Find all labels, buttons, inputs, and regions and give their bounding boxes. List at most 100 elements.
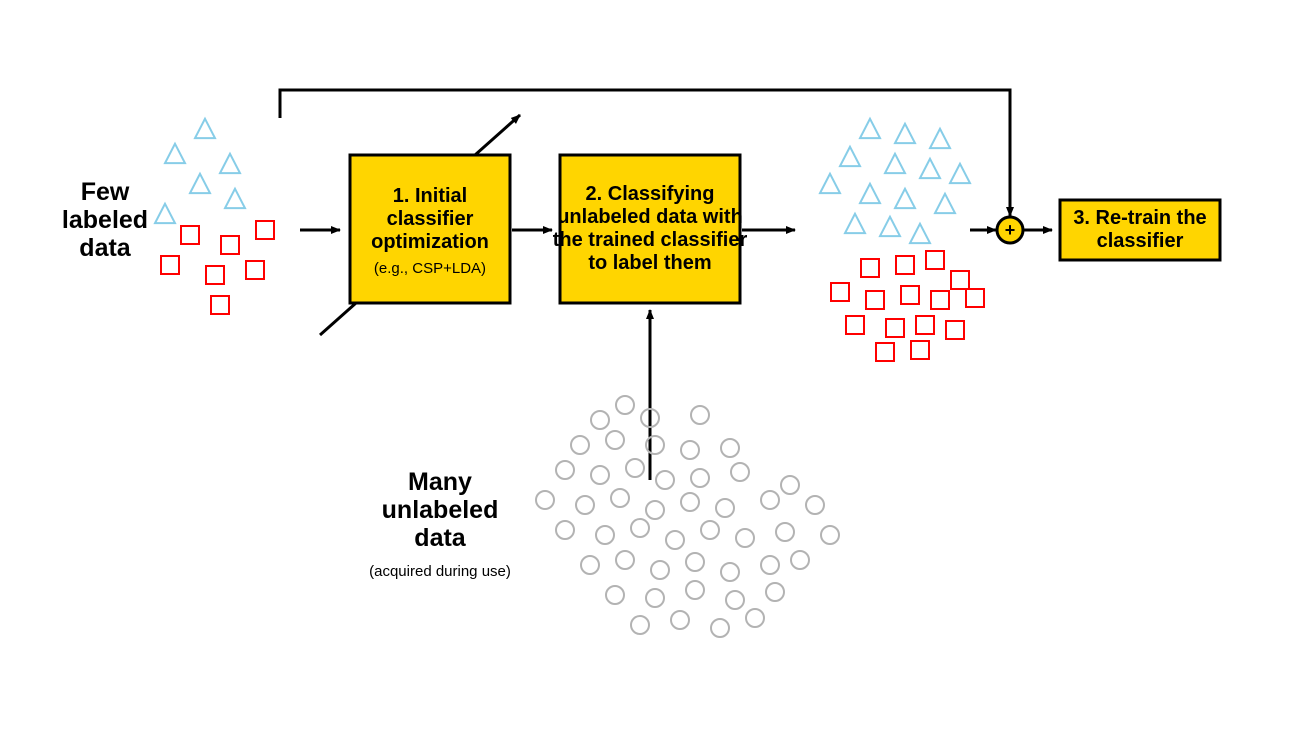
triangle-marker — [950, 164, 970, 183]
circle-marker — [716, 499, 734, 517]
circle-marker — [731, 463, 749, 481]
square-marker — [866, 291, 884, 309]
box-b3-line1: classifier — [1097, 230, 1184, 252]
circle-marker — [646, 589, 664, 607]
triangle-marker — [910, 224, 930, 243]
square-marker — [951, 271, 969, 289]
triangle-marker — [935, 194, 955, 213]
square-marker — [916, 316, 934, 334]
square-marker — [926, 251, 944, 269]
circle-marker — [596, 526, 614, 544]
circle-marker — [606, 431, 624, 449]
circle-marker — [576, 496, 594, 514]
box-b1-sub: (e.g., CSP+LDA) — [374, 260, 486, 277]
circle-marker — [651, 561, 669, 579]
label-few-line1: labeled — [62, 206, 148, 234]
circle-marker — [681, 441, 699, 459]
box-b2-line2: the trained classifier — [553, 229, 748, 251]
square-marker — [966, 289, 984, 307]
circle-marker — [726, 591, 744, 609]
circle-marker — [736, 529, 754, 547]
label-many-line1: unlabeled — [382, 496, 499, 524]
triangle-marker — [195, 119, 215, 138]
circle-marker — [671, 611, 689, 629]
label-few: Fewlabeleddata — [62, 178, 148, 262]
circle-marker — [691, 469, 709, 487]
circle-marker — [711, 619, 729, 637]
label-few-line2: data — [79, 234, 132, 262]
label-many-line0: Many — [408, 468, 472, 496]
circle-marker — [776, 523, 794, 541]
circle-marker — [766, 583, 784, 601]
circle-marker — [701, 521, 719, 539]
square-marker — [221, 236, 239, 254]
triangle-marker — [920, 159, 940, 178]
circle-marker — [721, 563, 739, 581]
square-marker — [931, 291, 949, 309]
triangle-marker — [225, 189, 245, 208]
few-labeled-cluster — [155, 119, 274, 314]
circle-marker — [631, 616, 649, 634]
label-many-sub: (acquired during use) — [369, 563, 511, 580]
square-marker — [861, 259, 879, 277]
box-b3: 3. Re-train theclassifier — [1060, 200, 1220, 260]
circle-marker — [611, 489, 629, 507]
circle-marker — [761, 491, 779, 509]
square-marker — [831, 283, 849, 301]
square-marker — [901, 286, 919, 304]
circle-marker — [626, 459, 644, 477]
combine-node: + — [997, 217, 1023, 243]
triangle-marker — [895, 189, 915, 208]
square-marker — [886, 319, 904, 337]
triangle-marker — [860, 184, 880, 203]
square-marker — [896, 256, 914, 274]
square-marker — [876, 343, 894, 361]
box-b3-line0: 3. Re-train the — [1073, 207, 1206, 229]
square-marker — [846, 316, 864, 334]
triangle-marker — [845, 214, 865, 233]
square-marker — [911, 341, 929, 359]
triangle-marker — [165, 144, 185, 163]
square-marker — [161, 256, 179, 274]
triangle-marker — [880, 217, 900, 236]
triangle-marker — [190, 174, 210, 193]
triangle-marker — [860, 119, 880, 138]
diagram-canvas: 1. Initialclassifieroptimization(e.g., C… — [0, 0, 1300, 750]
square-marker — [946, 321, 964, 339]
box-b1: 1. Initialclassifieroptimization(e.g., C… — [350, 155, 510, 303]
label-many-line2: data — [414, 524, 467, 552]
triangle-marker — [885, 154, 905, 173]
circle-marker — [781, 476, 799, 494]
circle-marker — [616, 551, 634, 569]
triangle-marker — [220, 154, 240, 173]
label-few-line0: Few — [81, 178, 130, 206]
circle-marker — [681, 493, 699, 511]
circle-marker — [746, 609, 764, 627]
circle-marker — [556, 521, 574, 539]
square-marker — [211, 296, 229, 314]
box-b2: 2. Classifyingunlabeled data withthe tra… — [553, 155, 748, 303]
box-b2-line1: unlabeled data with — [557, 206, 743, 228]
circle-marker — [691, 406, 709, 424]
triangle-marker — [840, 147, 860, 166]
triangle-marker — [820, 174, 840, 193]
box-b2-line3: to label them — [588, 252, 711, 274]
circle-marker — [646, 501, 664, 519]
circle-marker — [591, 466, 609, 484]
triangle-marker — [930, 129, 950, 148]
circle-marker — [806, 496, 824, 514]
circle-marker — [581, 556, 599, 574]
circle-marker — [821, 526, 839, 544]
circle-marker — [571, 436, 589, 454]
circle-marker — [606, 586, 624, 604]
circle-marker — [686, 581, 704, 599]
square-marker — [246, 261, 264, 279]
combine-plus-icon: + — [1005, 220, 1016, 240]
box-b1-line2: optimization — [371, 231, 489, 253]
square-marker — [206, 266, 224, 284]
triangle-marker — [155, 204, 175, 223]
circle-marker — [761, 556, 779, 574]
circle-marker — [591, 411, 609, 429]
circle-marker — [686, 553, 704, 571]
box-b1-line1: classifier — [387, 208, 474, 230]
